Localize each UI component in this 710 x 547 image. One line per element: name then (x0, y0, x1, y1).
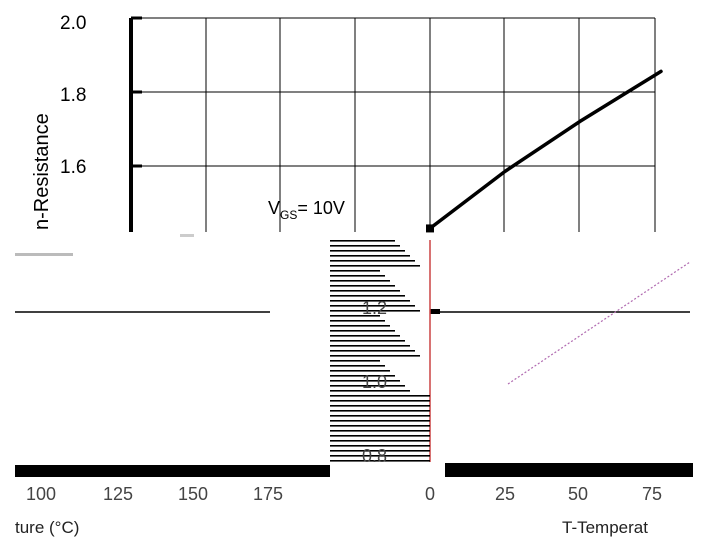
ghost-x-tick: 25 (495, 484, 515, 504)
ghost-stripe (330, 390, 410, 392)
ghost-stripe (330, 320, 385, 322)
ghost-stripe (330, 310, 420, 312)
ghost-stripe (330, 305, 415, 307)
ghost-baseline (15, 465, 330, 477)
ghost-overlay: 1.2 1.0 0.8 100 125 150 175 0 25 50 75 t… (15, 234, 693, 537)
ghost-y-tick: 0.8 (362, 446, 387, 466)
ghost-stripe (330, 255, 410, 257)
ghost-x-tick: 100 (26, 484, 56, 504)
ghost-stripe (330, 270, 380, 272)
ghost-stripe (330, 460, 430, 462)
series-line (428, 69, 663, 231)
ghost-x-tick: 125 (103, 484, 133, 504)
ghost-stripe (330, 435, 430, 437)
ghost-x-tick: 50 (568, 484, 588, 504)
ghost-stripe (330, 295, 405, 297)
ghost-stripe (330, 250, 405, 252)
ghost-y-tick: 1.2 (362, 298, 387, 318)
ghost-stripe (330, 455, 430, 457)
ghost-stripe (330, 335, 400, 337)
ghost-stripe (330, 395, 430, 397)
ghost-x-tick: 175 (253, 484, 283, 504)
ghost-stripe (330, 360, 380, 362)
ghost-stripe (330, 350, 415, 352)
ghost-stripe (330, 450, 430, 452)
ghost-stripe (330, 425, 430, 427)
ghost-x-axis-label: T-Temperat (562, 518, 648, 537)
ghost-stripe (330, 330, 395, 332)
ghost-x-tick: 0 (425, 484, 435, 504)
ghost-stripe (330, 420, 430, 422)
ghost-stripe (330, 355, 420, 357)
ghost-stripe (330, 275, 385, 277)
ghost-dash (15, 253, 73, 256)
ghost-y-tick: 1.0 (362, 372, 387, 392)
ghost-stripe (330, 375, 395, 377)
ghost-marker (430, 309, 440, 314)
ghost-stripe (330, 345, 410, 347)
ghost-stripe (330, 290, 400, 292)
ghost-stripe (330, 285, 395, 287)
y-tick-label: 2.0 (60, 13, 86, 34)
ghost-stripe (330, 240, 395, 242)
ghost-stripe (330, 405, 430, 407)
y-tick-label: 1.6 (60, 157, 86, 178)
vgs-annotation: VGS= 10V (268, 198, 345, 222)
ghost-x-tick: 75 (642, 484, 662, 504)
series-start-point (426, 224, 434, 233)
ghost-stripe (330, 265, 420, 267)
y-axis-label: n-Resistance (31, 113, 53, 230)
ghost-x-axis-label: ture (°C) (15, 518, 79, 537)
ghost-stripe (330, 260, 415, 262)
series-layer (426, 69, 663, 233)
ghost-stripe (330, 315, 380, 317)
ghost-stripe (330, 340, 405, 342)
y-tick-label: 1.8 (60, 85, 86, 106)
ghost-stripe (330, 365, 385, 367)
ghost-stripe (330, 430, 430, 432)
ghost-stripe (330, 245, 400, 247)
ghost-stripe (330, 415, 430, 417)
ghost-stripe (330, 280, 390, 282)
ghost-stripe (330, 440, 430, 442)
ghost-stripe (330, 400, 430, 402)
ghost-x-tick: 150 (178, 484, 208, 504)
ghost-stripe (330, 370, 390, 372)
ghost-stripe (330, 385, 405, 387)
ghost-dash (180, 234, 194, 237)
ghost-stripe (330, 380, 400, 382)
ghost-dotted-line (507, 261, 691, 385)
ghost-baseline (445, 463, 693, 477)
ghost-stripe (330, 445, 430, 447)
ghost-stripe (330, 300, 410, 302)
ghost-stripe (330, 325, 390, 327)
ghost-stripe (330, 410, 430, 412)
ghost-stripes (330, 240, 430, 462)
